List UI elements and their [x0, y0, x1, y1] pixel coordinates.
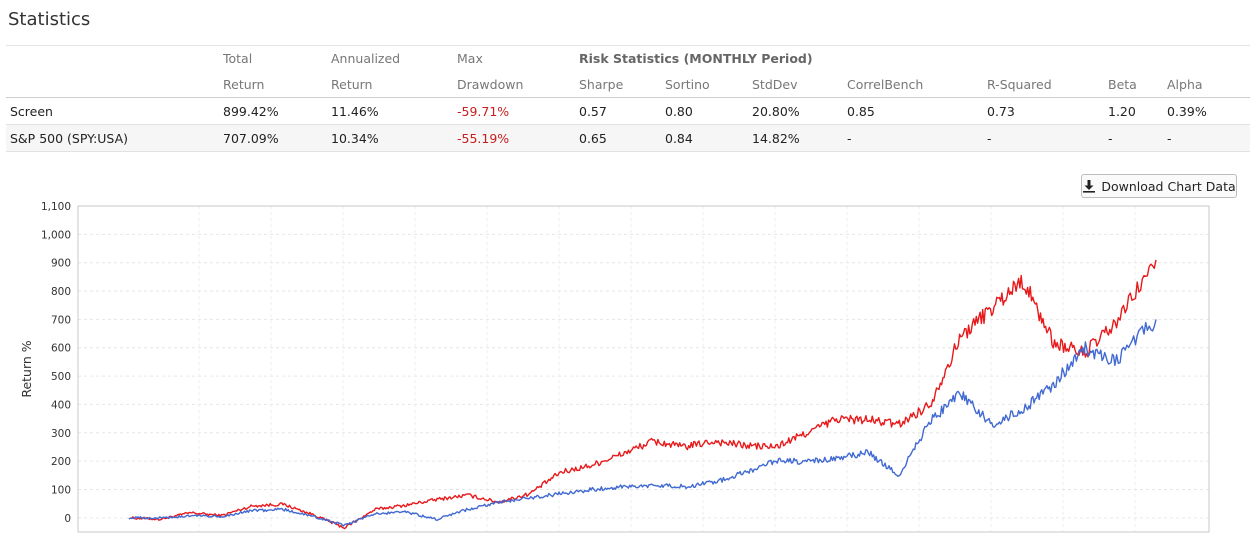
header-risk-statistics: Risk Statistics (MONTHLY Period): [579, 45, 1250, 72]
series-line-screen: [128, 259, 1157, 530]
y-tick-label: 900: [51, 258, 71, 270]
y-tick-label: 500: [51, 371, 71, 383]
statistics-table: Total Annualized Max Risk Statistics (MO…: [6, 45, 1250, 152]
y-axis-ticks: 0 100 200 300 400 500 600 700 800 900 1,000 1,100: [41, 201, 71, 525]
y-tick-label: 600: [51, 343, 71, 355]
download-chart-data-button[interactable]: Download Chart Data: [1081, 174, 1237, 198]
y-axis-title: Return %: [19, 340, 34, 397]
page-title: Statistics: [8, 9, 91, 30]
sortino-cell: 0.80: [665, 97, 752, 125]
beta-cell: -: [1108, 124, 1167, 152]
max-drawdown-cell: -55.19%: [457, 124, 579, 152]
chart-grid: [78, 205, 1209, 532]
header-annualized: Annualized: [331, 45, 457, 72]
header-beta: Beta: [1108, 71, 1167, 98]
chart-series: [128, 259, 1157, 530]
annualized-return-cell: 10.34%: [331, 124, 457, 152]
y-tick-label: 1,000: [41, 229, 71, 241]
total-return-cell: 899.42%: [223, 97, 331, 125]
y-tick-label: 300: [51, 428, 71, 440]
sharpe-cell: 0.57: [579, 97, 665, 125]
max-drawdown-cell: -59.71%: [457, 97, 579, 125]
plot-frame: [77, 205, 1210, 533]
y-tick-label: 400: [51, 399, 71, 411]
stddev-cell: 20.80%: [752, 97, 847, 125]
header-sortino: Sortino: [665, 71, 752, 98]
r-squared-cell: 0.73: [987, 97, 1108, 125]
stddev-cell: 14.82%: [752, 124, 847, 152]
table-row: S&P 500 (SPY:USA) 707.09% 10.34% -55.19%…: [6, 124, 1250, 152]
table-row: Screen 899.42% 11.46% -59.71% 0.57 0.80 …: [6, 97, 1250, 125]
return-chart: 0 100 200 300 400 500 600 700 800 900 1,000 1,100 R…: [19, 201, 1210, 533]
correlbench-cell: 0.85: [847, 97, 987, 125]
header-sharpe: Sharpe: [579, 71, 665, 98]
download-chart-data-label: Download Chart Data: [1101, 178, 1236, 194]
alpha-cell: -: [1167, 124, 1250, 152]
header-correlbench: CorrelBench: [847, 71, 987, 98]
header-drawdown: Drawdown: [457, 71, 579, 98]
r-squared-cell: -: [987, 124, 1108, 152]
sortino-cell: 0.84: [665, 124, 752, 152]
header-row-1: Total Annualized Max Risk Statistics (MO…: [6, 45, 1250, 72]
total-return-cell: 707.09%: [223, 124, 331, 152]
header-r-squared: R-Squared: [987, 71, 1108, 98]
row-name: S&P 500 (SPY:USA): [6, 124, 223, 152]
y-tick-label: 800: [51, 286, 71, 298]
y-tick-label: 700: [51, 314, 71, 326]
beta-cell: 1.20: [1108, 97, 1167, 125]
y-tick-label: 200: [51, 456, 71, 468]
correlbench-cell: -: [847, 124, 987, 152]
header-blank: [6, 71, 223, 98]
annualized-return-cell: 11.46%: [331, 97, 457, 125]
y-tick-label: 0: [64, 513, 71, 525]
header-max: Max: [457, 45, 579, 72]
header-blank: [6, 45, 223, 72]
y-tick-label: 100: [51, 484, 71, 496]
y-tick-label: 1,100: [41, 201, 71, 213]
header-stddev: StdDev: [752, 71, 847, 98]
header-return: Return: [331, 71, 457, 98]
header-row-2: Return Return Drawdown Sharpe Sortino St…: [6, 71, 1250, 98]
row-name: Screen: [6, 97, 223, 125]
series-line-sp500: [128, 319, 1157, 527]
download-icon: [1082, 179, 1096, 193]
header-total: Total: [223, 45, 331, 72]
header-return: Return: [223, 71, 331, 98]
sharpe-cell: 0.65: [579, 124, 665, 152]
alpha-cell: 0.39%: [1167, 97, 1250, 125]
header-alpha: Alpha: [1167, 71, 1250, 98]
